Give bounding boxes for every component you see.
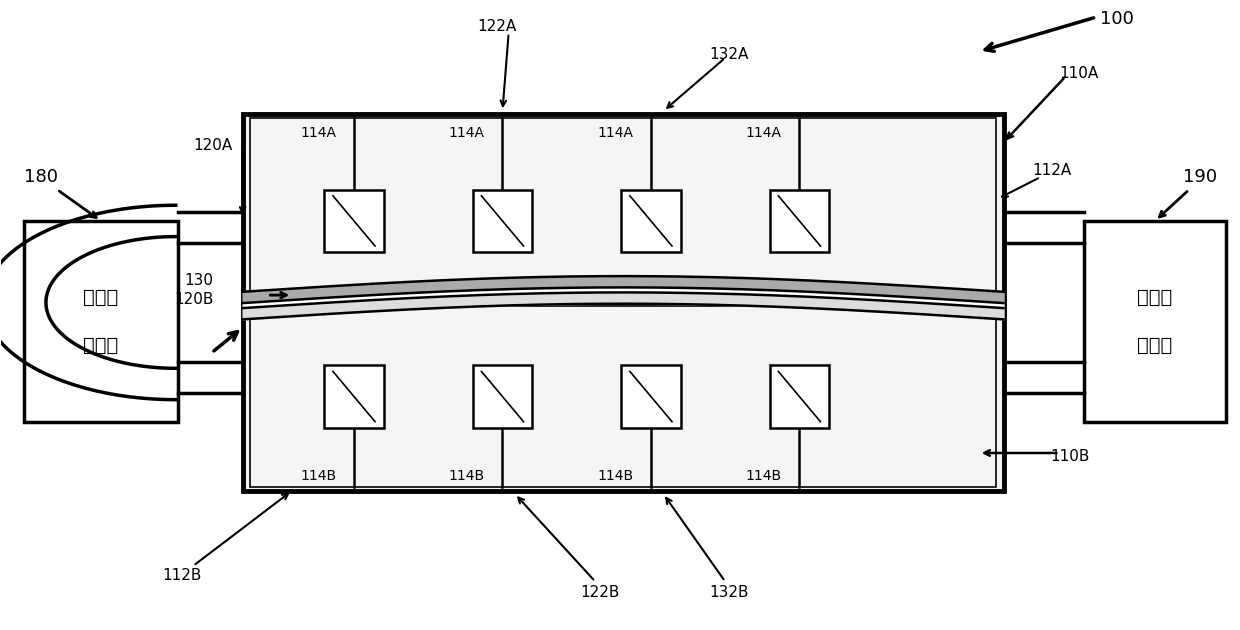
Text: 112A: 112A [1032,163,1071,178]
Text: 122A: 122A [477,19,517,34]
Text: 114B: 114B [300,469,336,483]
Bar [250,118,996,299]
Bar [770,190,830,252]
Bar [250,306,996,487]
Text: 190: 190 [1183,168,1218,186]
Text: 110B: 110B [1050,449,1090,464]
Bar [243,114,1003,302]
Bar [325,365,383,428]
Text: 114B: 114B [449,469,485,483]
Text: 却系统: 却系统 [83,336,119,355]
Text: 100: 100 [1100,10,1133,28]
Bar [325,190,383,252]
Text: 114B: 114B [745,469,781,483]
Text: 114A: 114A [300,126,336,140]
Text: 130: 130 [185,273,213,288]
Bar [770,365,830,428]
Text: 120B: 120B [175,292,215,307]
Text: 132A: 132A [709,47,749,62]
Text: 180: 180 [24,168,57,186]
Bar [621,365,681,428]
Bar [24,221,179,421]
Text: 第一冷: 第一冷 [83,288,119,307]
Bar [243,302,1003,491]
Text: 132B: 132B [709,585,749,600]
Text: 120A: 120A [193,138,232,153]
Text: 114A: 114A [596,126,634,140]
Bar [621,190,681,252]
Text: 114A: 114A [449,126,485,140]
Text: 110A: 110A [1059,66,1099,81]
Text: 第二冷: 第二冷 [1137,288,1173,307]
Bar [1084,221,1226,421]
Text: 却系统: 却系统 [1137,336,1173,355]
Text: 112B: 112B [162,568,202,583]
Text: 114A: 114A [745,126,781,140]
Text: 122B: 122B [580,585,620,600]
Bar [472,365,532,428]
Bar [472,190,532,252]
Text: 114B: 114B [596,469,634,483]
